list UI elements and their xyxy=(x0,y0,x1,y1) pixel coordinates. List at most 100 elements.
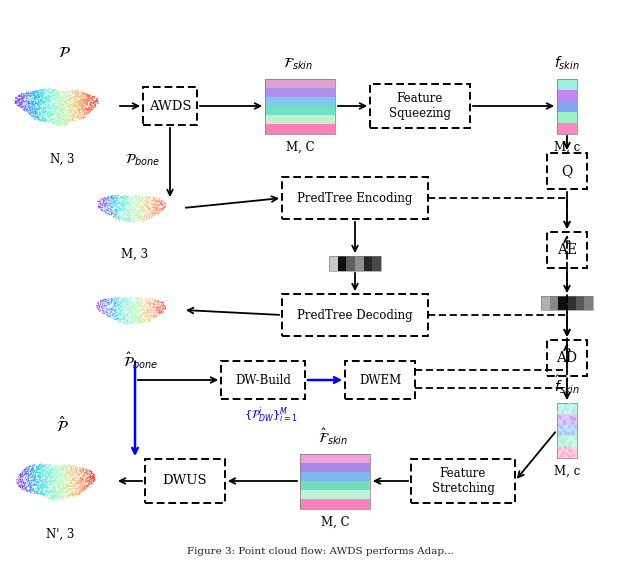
Point xyxy=(21,103,31,112)
Point xyxy=(132,203,143,212)
Point xyxy=(135,319,145,328)
Point xyxy=(151,306,161,315)
Point xyxy=(44,90,54,99)
Point xyxy=(113,193,124,202)
Point xyxy=(149,208,159,217)
Point xyxy=(132,206,143,215)
Point xyxy=(33,99,43,108)
Point xyxy=(124,211,134,220)
Point xyxy=(154,308,164,317)
Point xyxy=(128,296,138,306)
Point xyxy=(113,214,124,223)
Point xyxy=(148,196,158,205)
Point xyxy=(84,92,94,101)
Point xyxy=(26,483,36,492)
Point xyxy=(119,315,129,324)
Point xyxy=(54,96,65,105)
Point xyxy=(48,100,58,109)
Point xyxy=(126,307,136,316)
Point xyxy=(120,207,130,216)
Point xyxy=(84,95,95,105)
Point xyxy=(45,111,56,120)
Point xyxy=(141,202,151,211)
Point xyxy=(124,198,134,207)
Point xyxy=(56,487,66,496)
Point xyxy=(36,94,47,103)
Point xyxy=(35,473,45,482)
Point xyxy=(39,106,49,115)
Point xyxy=(134,304,144,314)
Point xyxy=(131,302,141,311)
Point xyxy=(158,201,168,210)
Point xyxy=(15,91,25,100)
Point xyxy=(117,295,127,304)
Point xyxy=(59,97,69,106)
Point xyxy=(51,488,61,498)
Point xyxy=(122,297,132,306)
Point xyxy=(72,478,83,487)
Point xyxy=(37,113,47,122)
Point xyxy=(62,466,72,475)
Point xyxy=(76,468,86,477)
Point xyxy=(54,471,65,481)
Point xyxy=(29,472,40,481)
Point xyxy=(70,105,81,114)
Point xyxy=(66,94,76,103)
Point xyxy=(57,107,67,116)
Point xyxy=(149,310,159,319)
Point xyxy=(19,479,29,488)
Point xyxy=(25,105,35,114)
Point xyxy=(54,88,64,97)
Point xyxy=(36,95,46,104)
Point xyxy=(12,93,22,102)
Point xyxy=(141,308,151,317)
Point xyxy=(135,205,145,214)
Point xyxy=(116,193,127,202)
Point xyxy=(99,196,109,205)
Point xyxy=(82,477,92,486)
Point xyxy=(51,464,61,473)
Point xyxy=(73,478,83,487)
Point xyxy=(32,112,42,122)
Point xyxy=(47,104,58,113)
Point xyxy=(129,199,140,208)
Point xyxy=(66,482,76,491)
Point xyxy=(105,203,115,212)
Point xyxy=(134,197,144,206)
Point xyxy=(31,472,41,481)
Point xyxy=(19,482,29,491)
Point xyxy=(38,102,49,111)
Point xyxy=(47,487,58,496)
Point xyxy=(61,99,72,108)
Point xyxy=(127,304,137,313)
Point xyxy=(148,313,158,322)
Point xyxy=(156,199,166,208)
Point xyxy=(104,312,115,321)
Point xyxy=(49,488,59,498)
Point xyxy=(106,307,116,316)
Point xyxy=(57,481,67,490)
Point xyxy=(116,203,127,212)
Point xyxy=(137,214,147,223)
Point xyxy=(70,116,80,125)
Point xyxy=(144,212,154,221)
Point xyxy=(58,486,68,495)
Point xyxy=(74,97,84,106)
Point xyxy=(92,99,102,108)
Point xyxy=(145,215,155,224)
Point xyxy=(63,482,73,491)
Point xyxy=(78,95,88,104)
Point xyxy=(37,106,47,115)
Point xyxy=(113,201,124,210)
Point xyxy=(79,485,89,494)
Point xyxy=(43,113,53,122)
Point xyxy=(102,298,113,307)
Point xyxy=(39,100,49,109)
Point xyxy=(60,98,70,107)
Point xyxy=(125,209,135,218)
Point xyxy=(69,474,79,483)
Point xyxy=(54,487,64,496)
Point xyxy=(26,485,36,494)
Point xyxy=(58,108,68,118)
Point xyxy=(147,197,157,206)
